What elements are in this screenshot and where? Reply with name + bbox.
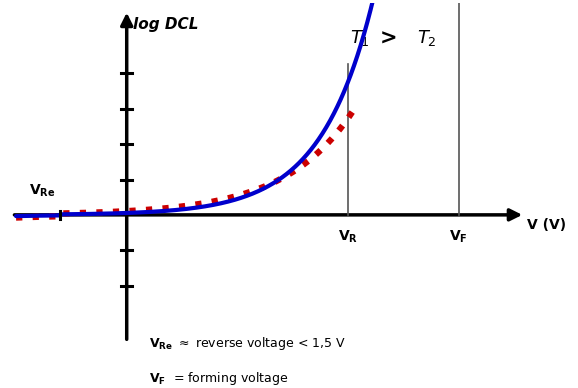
Text: V (V): V (V) xyxy=(527,218,566,232)
Text: $T_2$: $T_2$ xyxy=(417,28,436,47)
Text: $\mathbf{V_{Re}}$: $\mathbf{V_{Re}}$ xyxy=(29,183,56,199)
Text: log DCL: log DCL xyxy=(134,17,199,32)
Text: $\mathbf{V_F}$: $\mathbf{V_F}$ xyxy=(449,229,468,246)
Text: $T_1$: $T_1$ xyxy=(350,28,370,47)
Text: $\mathbf{V_F}$  = forming voltage: $\mathbf{V_F}$ = forming voltage xyxy=(149,371,288,387)
Text: $\bf{>}$: $\bf{>}$ xyxy=(375,28,397,47)
Text: $\mathbf{V_R}$: $\mathbf{V_R}$ xyxy=(338,229,358,246)
Text: $\mathbf{V_{Re}}$ $\approx$ reverse voltage < 1,5 V: $\mathbf{V_{Re}}$ $\approx$ reverse volt… xyxy=(149,335,346,352)
